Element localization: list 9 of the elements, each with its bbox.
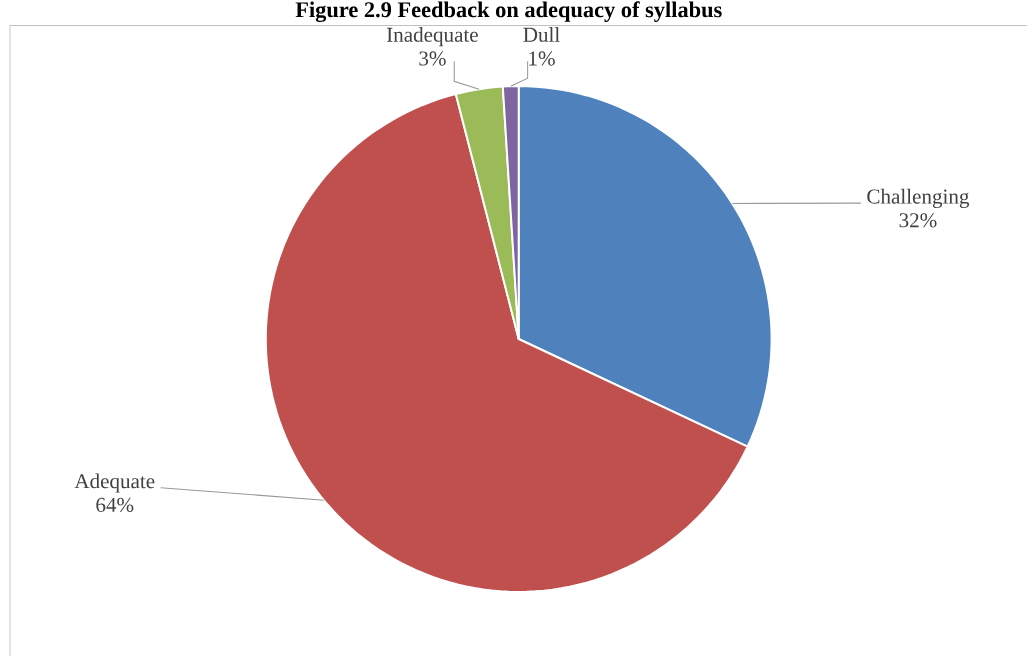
slice-label: Inadequate <box>386 27 478 47</box>
data-label: 32% <box>899 213 937 228</box>
slice-label: Challenging <box>867 188 970 209</box>
slice-label: Adequate <box>74 473 155 493</box>
data-label: 64% <box>96 497 134 513</box>
data-label: 3% <box>419 51 446 66</box>
slice-label: Dull <box>523 27 560 42</box>
chart-title: Figure 2.9 Feedback on adequacy of syllabus <box>295 1 722 23</box>
data-label: 1% <box>529 51 555 66</box>
